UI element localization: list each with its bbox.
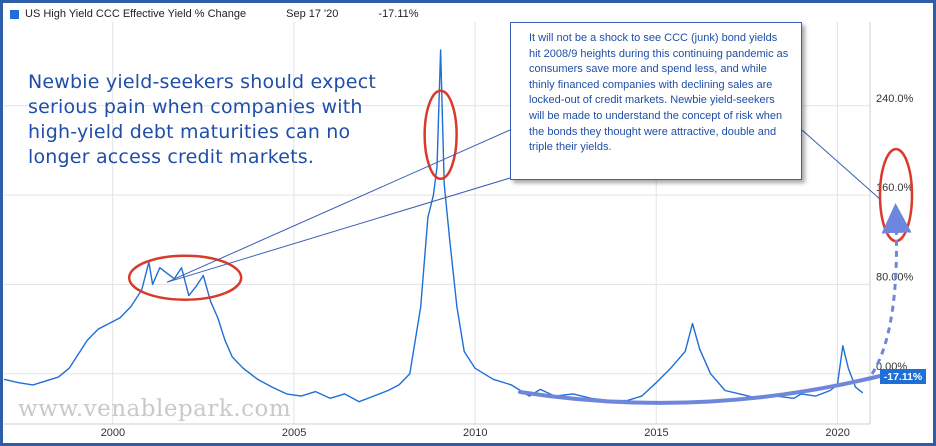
- trough-arc: [518, 374, 882, 405]
- y-tick-label: 240.0%: [876, 93, 914, 105]
- highlight-ellipse-2001: [127, 254, 243, 301]
- x-tick-label: 2010: [463, 427, 487, 439]
- annotation-left-text: Newbie yield-seekers should expect serio…: [28, 71, 376, 168]
- y-tick-label: 160.0%: [876, 182, 914, 194]
- highlight-ellipse-160-level: [878, 147, 914, 243]
- axis-layer: 240.0%160.0%80.00%0.00%2000 2005 2010 2015 2…: [4, 22, 914, 439]
- legend-value: -17.11%: [378, 8, 419, 20]
- overlay-layer: [127, 89, 914, 405]
- series-line: [3, 49, 864, 403]
- legend-date: Sep 17 '20: [286, 8, 339, 20]
- x-tick-label: 2005: [282, 427, 306, 439]
- x-tick-label: 2015: [644, 427, 668, 439]
- last-value-badge: -17.11%: [880, 369, 926, 384]
- connector-line: [166, 129, 511, 283]
- legend: US High Yield CCC Effective Yield % Chan…: [10, 8, 419, 20]
- x-tick-label: 2000: [101, 427, 125, 439]
- upward-arrow: [870, 203, 912, 375]
- x-tick-label: 2020: [825, 427, 849, 439]
- connector-line: [801, 129, 881, 200]
- connector-line: [166, 177, 511, 283]
- legend-swatch: [10, 9, 19, 19]
- annotation-callout-box: It will not be a shock to see CCC (junk)…: [510, 22, 802, 180]
- highlight-ellipse-2008: [423, 89, 458, 181]
- legend-series-name: US High Yield CCC Effective Yield % Chan…: [25, 8, 247, 20]
- series-layer: [3, 49, 864, 403]
- watermark: www.venablepark.com: [18, 396, 292, 422]
